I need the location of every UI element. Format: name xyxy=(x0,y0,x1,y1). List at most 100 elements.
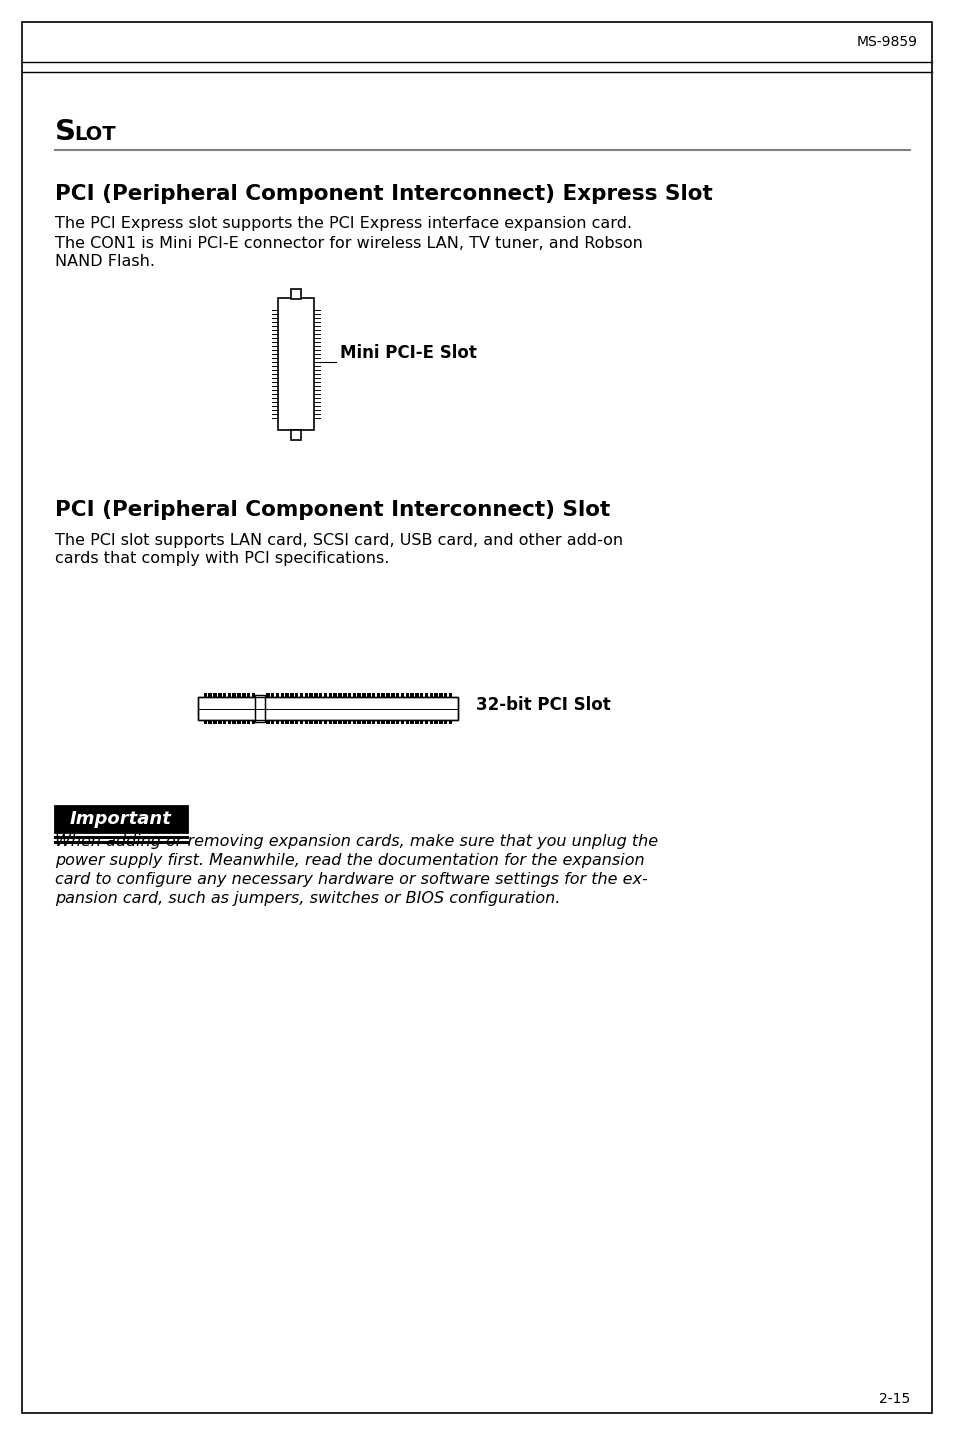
Bar xyxy=(410,693,414,697)
Bar xyxy=(203,720,207,724)
Bar xyxy=(395,693,399,697)
Text: pansion card, such as jumpers, switches or BIOS configuration.: pansion card, such as jumpers, switches … xyxy=(55,892,559,906)
Bar xyxy=(233,720,235,724)
Bar xyxy=(367,720,370,724)
Bar xyxy=(280,720,284,724)
Bar xyxy=(213,693,216,697)
Bar xyxy=(271,693,274,697)
Text: When adding or removing expansion cards, make sure that you unplug the: When adding or removing expansion cards,… xyxy=(55,834,658,849)
Bar xyxy=(386,720,390,724)
Bar xyxy=(448,720,452,724)
Bar xyxy=(228,720,231,724)
Bar xyxy=(381,693,385,697)
Bar xyxy=(328,720,332,724)
Bar xyxy=(357,693,360,697)
Bar xyxy=(314,720,317,724)
Bar xyxy=(247,693,250,697)
Bar xyxy=(348,720,351,724)
Bar xyxy=(438,720,442,724)
Bar xyxy=(291,429,301,439)
Bar xyxy=(357,720,360,724)
Bar xyxy=(410,720,414,724)
Text: PCI (Peripheral Component Interconnect) Slot: PCI (Peripheral Component Interconnect) … xyxy=(55,499,610,519)
Text: 2-15: 2-15 xyxy=(878,1392,909,1407)
Bar xyxy=(338,693,341,697)
Bar xyxy=(266,720,270,724)
Bar xyxy=(434,720,437,724)
Bar xyxy=(400,720,404,724)
Bar xyxy=(386,693,390,697)
Bar xyxy=(391,720,395,724)
Bar xyxy=(348,693,351,697)
Bar xyxy=(323,693,327,697)
Bar xyxy=(277,298,314,429)
Bar xyxy=(318,693,322,697)
Text: 32-bit PCI Slot: 32-bit PCI Slot xyxy=(476,695,610,714)
Text: MS-9859: MS-9859 xyxy=(856,34,917,49)
Bar xyxy=(237,693,240,697)
Bar xyxy=(372,693,375,697)
Text: The PCI slot supports LAN card, SCSI card, USB card, and other add-on: The PCI slot supports LAN card, SCSI car… xyxy=(55,532,622,548)
Bar xyxy=(290,693,294,697)
Bar xyxy=(291,289,301,299)
Bar xyxy=(419,720,423,724)
Bar xyxy=(333,693,336,697)
Bar xyxy=(223,693,226,697)
Bar xyxy=(424,720,428,724)
Bar xyxy=(285,720,289,724)
Bar xyxy=(242,693,245,697)
Bar xyxy=(294,720,298,724)
Bar xyxy=(372,720,375,724)
Bar xyxy=(376,720,380,724)
Bar xyxy=(208,720,212,724)
Bar xyxy=(271,720,274,724)
Bar xyxy=(275,693,279,697)
Bar xyxy=(223,720,226,724)
Bar xyxy=(198,697,457,720)
Bar xyxy=(438,693,442,697)
Bar xyxy=(242,720,245,724)
Bar xyxy=(405,720,409,724)
Bar xyxy=(434,693,437,697)
Text: S: S xyxy=(55,117,76,146)
Bar xyxy=(323,720,327,724)
Bar xyxy=(280,693,284,697)
Bar xyxy=(285,693,289,697)
Text: The CON1 is Mini PCI-E connector for wireless LAN, TV tuner, and Robson: The CON1 is Mini PCI-E connector for wir… xyxy=(55,236,642,250)
Bar xyxy=(376,693,380,697)
Bar xyxy=(362,693,365,697)
Bar xyxy=(400,693,404,697)
Bar xyxy=(395,720,399,724)
Bar xyxy=(429,693,433,697)
Bar xyxy=(218,693,221,697)
Bar xyxy=(405,693,409,697)
Bar xyxy=(247,720,250,724)
Bar xyxy=(218,720,221,724)
Bar xyxy=(228,693,231,697)
Bar xyxy=(314,693,317,697)
Bar xyxy=(343,720,346,724)
Bar xyxy=(299,720,303,724)
Text: Important: Important xyxy=(70,810,172,829)
Bar xyxy=(237,720,240,724)
Bar xyxy=(309,693,313,697)
Bar xyxy=(328,693,332,697)
Text: LOT: LOT xyxy=(74,124,115,145)
Text: power supply first. Meanwhile, read the documentation for the expansion: power supply first. Meanwhile, read the … xyxy=(55,853,644,869)
Bar xyxy=(333,720,336,724)
Text: Mini PCI-E Slot: Mini PCI-E Slot xyxy=(339,343,476,362)
Bar xyxy=(362,720,365,724)
Bar xyxy=(304,693,308,697)
Bar xyxy=(208,693,212,697)
Bar xyxy=(318,720,322,724)
Bar xyxy=(304,720,308,724)
Bar xyxy=(294,693,298,697)
Bar xyxy=(213,720,216,724)
Bar xyxy=(233,693,235,697)
Bar xyxy=(275,720,279,724)
FancyBboxPatch shape xyxy=(55,806,187,831)
Bar xyxy=(343,693,346,697)
Bar xyxy=(381,720,385,724)
Bar xyxy=(338,720,341,724)
Bar xyxy=(299,693,303,697)
